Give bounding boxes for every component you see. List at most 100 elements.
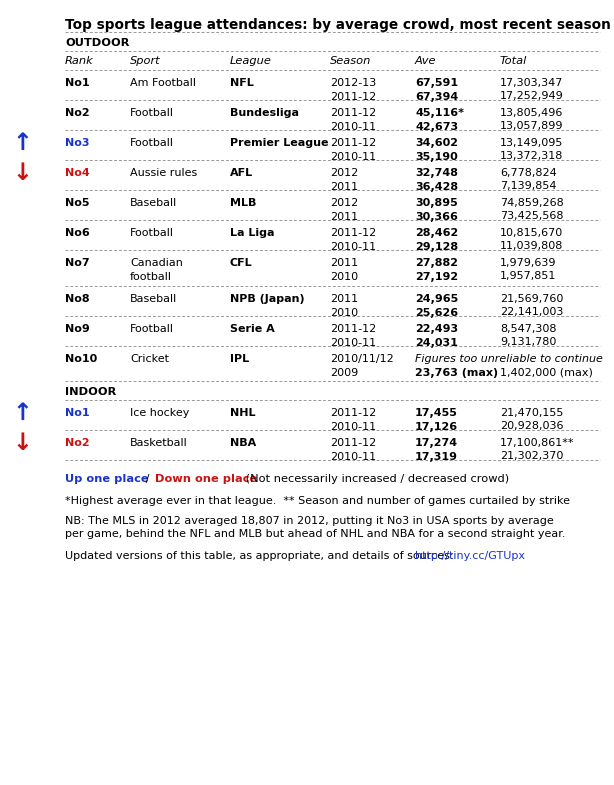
Text: ↓: ↓ [12,161,32,185]
Text: MLB: MLB [230,198,257,208]
Text: 2011: 2011 [330,294,358,304]
Text: 2011: 2011 [330,258,358,268]
Text: No2: No2 [65,438,90,448]
Text: Ice hockey: Ice hockey [130,408,189,418]
Text: No3: No3 [65,138,90,148]
Text: INDOOR: INDOOR [65,387,116,397]
Text: ↑: ↑ [12,401,32,425]
Text: Down one place: Down one place [155,474,257,484]
Text: 24,965: 24,965 [415,294,458,304]
Text: 2011-12: 2011-12 [330,324,376,334]
Text: 45,116*: 45,116* [415,108,464,118]
Text: Football: Football [130,228,174,238]
Text: Cricket: Cricket [130,354,169,364]
Text: NB: The MLS in 2012 averaged 18,807 in 2012, putting it No3 in USA sports by ave: NB: The MLS in 2012 averaged 18,807 in 2… [65,516,554,526]
Text: 35,190: 35,190 [415,152,458,162]
Text: 17,319: 17,319 [415,451,458,462]
Text: Serie A: Serie A [230,324,274,334]
Text: NFL: NFL [230,78,254,88]
Text: Top sports league attendances: by average crowd, most recent season: Top sports league attendances: by averag… [65,18,611,32]
Text: League: League [230,56,272,66]
Text: 13,149,095: 13,149,095 [500,138,564,148]
Text: 17,303,347: 17,303,347 [500,78,564,88]
Text: 36,428: 36,428 [415,181,458,192]
Text: Premier League: Premier League [230,138,328,148]
Text: 32,748: 32,748 [415,168,458,178]
Text: IPL: IPL [230,354,249,364]
Text: 30,895: 30,895 [415,198,458,208]
Text: Aussie rules: Aussie rules [130,168,197,178]
Text: (Not necessarily increased / decreased crowd): (Not necessarily increased / decreased c… [242,474,509,484]
Text: CFL: CFL [230,258,252,268]
Text: 2010: 2010 [330,308,358,317]
Text: 1,979,639: 1,979,639 [500,258,556,268]
Text: 2009: 2009 [330,367,358,378]
Text: 23,763 (max): 23,763 (max) [415,367,498,378]
Text: 22,141,003: 22,141,003 [500,308,564,317]
Text: 21,569,760: 21,569,760 [500,294,564,304]
Text: 2010/11/12: 2010/11/12 [330,354,394,364]
Text: 13,805,496: 13,805,496 [500,108,564,118]
Text: No5: No5 [65,198,90,208]
Text: 2011-12: 2011-12 [330,228,376,238]
Text: Season: Season [330,56,371,66]
Text: 2012: 2012 [330,168,358,178]
Text: AFL: AFL [230,168,253,178]
Text: 30,366: 30,366 [415,211,458,221]
Text: NHL: NHL [230,408,255,418]
Text: Figures too unreliable to continue: Figures too unreliable to continue [415,354,603,364]
Text: 2011-12: 2011-12 [330,138,376,148]
Text: 8,547,308: 8,547,308 [500,324,556,334]
Text: No4: No4 [65,168,90,178]
Text: 67,591: 67,591 [415,78,458,88]
Text: 21,470,155: 21,470,155 [500,408,564,418]
Text: 17,126: 17,126 [415,422,458,432]
Text: No9: No9 [65,324,90,334]
Text: 20,928,036: 20,928,036 [500,422,564,432]
Text: 11,039,808: 11,039,808 [500,242,564,251]
Text: 17,274: 17,274 [415,438,458,448]
Text: Am Football: Am Football [130,78,196,88]
Text: 1,957,851: 1,957,851 [500,272,556,282]
Text: http://tiny.cc/GTUpx: http://tiny.cc/GTUpx [415,551,525,561]
Text: Rank: Rank [65,56,94,66]
Text: 2010: 2010 [330,272,358,282]
Text: 2010-11: 2010-11 [330,338,376,348]
Text: NPB (Japan): NPB (Japan) [230,294,305,304]
Text: 2010-11: 2010-11 [330,152,376,162]
Text: 2011: 2011 [330,181,358,192]
Text: 28,462: 28,462 [415,228,458,238]
Text: 24,031: 24,031 [415,338,458,348]
Text: Football: Football [130,324,174,334]
Text: ↑: ↑ [12,131,32,155]
Text: No8: No8 [65,294,90,304]
Text: 17,252,949: 17,252,949 [500,92,564,101]
Text: 2011-12: 2011-12 [330,92,376,101]
Text: La Liga: La Liga [230,228,274,238]
Text: 42,673: 42,673 [415,122,458,132]
Text: Sport: Sport [130,56,161,66]
Text: 10,815,670: 10,815,670 [500,228,563,238]
Text: Football: Football [130,138,174,148]
Text: football: football [130,272,172,282]
Text: No6: No6 [65,228,90,238]
Text: 25,626: 25,626 [415,308,458,317]
Text: *Highest average ever in that league.  ** Season and number of games curtailed b: *Highest average ever in that league. **… [65,496,570,506]
Text: NBA: NBA [230,438,256,448]
Text: 21,302,370: 21,302,370 [500,451,564,462]
Text: Baseball: Baseball [130,294,177,304]
Text: Total: Total [500,56,527,66]
Text: 6,778,824: 6,778,824 [500,168,557,178]
Text: 22,493: 22,493 [415,324,458,334]
Text: 1,402,000 (max): 1,402,000 (max) [500,367,593,378]
Text: 27,192: 27,192 [415,272,458,282]
Text: 27,882: 27,882 [415,258,458,268]
Text: 2012: 2012 [330,198,358,208]
Text: Ave: Ave [415,56,437,66]
Text: 2010-11: 2010-11 [330,422,376,432]
Text: 29,128: 29,128 [415,242,458,251]
Text: 34,602: 34,602 [415,138,458,148]
Text: 67,394: 67,394 [415,92,458,101]
Text: 74,859,268: 74,859,268 [500,198,564,208]
Text: OUTDOOR: OUTDOOR [65,38,130,48]
